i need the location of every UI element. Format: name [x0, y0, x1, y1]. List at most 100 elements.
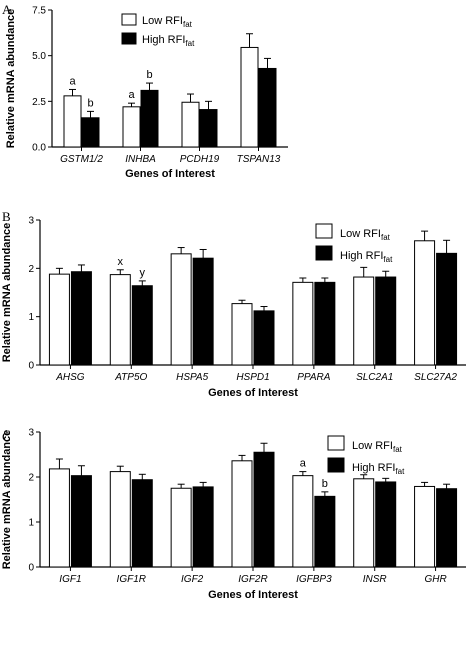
y-tick-label: 1 [28, 518, 34, 529]
legend-label-text: High RFI [142, 34, 185, 46]
y-tick-label: 3 [28, 428, 34, 439]
bar-low-rfi [170, 487, 192, 568]
legend-swatch-low [315, 223, 333, 239]
panel-a: A 0.0 2.5 5.0 7.5 Relative mRNA abundance GSTM… [2, 2, 288, 180]
significance-label: x [118, 256, 124, 268]
panel-b: B 0 1 2 3 Relative mRNA abundance AHSG ATP5O HSP… [1, 209, 466, 399]
bar-low-rfi [292, 475, 314, 568]
bar-high-rfi [375, 276, 397, 366]
legend-label-subscript: fat [395, 467, 405, 476]
bar-high-rfi [436, 488, 458, 568]
x-tick-label: HSPD1 [236, 372, 269, 383]
y-tick-label: 1 [28, 312, 34, 323]
x-axis-label: Genes of Interest [208, 589, 298, 601]
x-tick-label: INSR [363, 574, 387, 585]
y-tick-label: 7.5 [32, 6, 46, 17]
legend-label-subscript: fat [393, 445, 403, 454]
x-tick-label: IGF2R [238, 574, 267, 585]
legend-label-subscript: fat [381, 233, 391, 242]
legend-swatch-high [121, 32, 137, 45]
bar-low-rfi [353, 276, 375, 366]
y-tick-label: 2.5 [32, 97, 46, 108]
y-tick-label: 5.0 [32, 51, 46, 62]
y-tick-label: 2 [28, 264, 34, 275]
bar-low-rfi [109, 471, 131, 568]
legend-swatch-high [315, 245, 333, 261]
legend-label-text: Low RFI [352, 440, 393, 452]
significance-label: b [322, 478, 328, 490]
legend-label: High RFIfat [142, 34, 195, 48]
x-tick-label: AHSG [55, 372, 85, 383]
bar-high-rfi [131, 285, 153, 366]
x-tick-label: IGF1 [59, 574, 81, 585]
y-tick-label: 2 [28, 473, 34, 484]
legend-swatch-low [327, 435, 345, 451]
bar-low-rfi [414, 485, 436, 568]
bar-high-rfi [375, 481, 397, 568]
x-tick-label: IGF2 [181, 574, 204, 585]
bar-low-rfi [231, 303, 253, 366]
legend-label: High RFIfat [352, 462, 405, 476]
bar-low-rfi [63, 95, 82, 148]
bar-low-rfi [292, 281, 314, 366]
legend-swatch-low [121, 13, 137, 26]
panel-letter: B [2, 209, 11, 224]
bar-low-rfi [414, 240, 436, 366]
panel-letter: A [2, 2, 12, 17]
y-tick-label: 0 [28, 563, 34, 574]
legend-label: Low RFIfat [142, 15, 193, 29]
legend-label: Low RFIfat [352, 440, 403, 454]
x-tick-label: TSPAN13 [237, 154, 281, 165]
bar-high-rfi [70, 475, 92, 568]
legend-label: Low RFIfat [340, 228, 391, 242]
x-tick-label: GSTM1/2 [60, 154, 103, 165]
bar-low-rfi [170, 253, 192, 366]
significance-label: a [300, 458, 307, 470]
y-axis-label: Relative mRNA abundance [5, 9, 17, 149]
x-tick-label: SLC2A1 [356, 372, 393, 383]
significance-label: a [128, 89, 135, 101]
significance-label: b [87, 97, 93, 109]
bar-low-rfi [109, 274, 131, 366]
legend-label-subscript: fat [185, 39, 195, 48]
legend-label-text: Low RFI [340, 228, 381, 240]
legend-swatch-high [327, 457, 345, 473]
bar-low-rfi [240, 46, 259, 148]
y-tick-label: 3 [28, 216, 34, 227]
bar-low-rfi [48, 273, 70, 366]
bar-low-rfi [181, 101, 200, 148]
x-tick-label: INHBA [125, 154, 156, 165]
bar-high-rfi [140, 89, 159, 148]
x-tick-label: IGFBP3 [296, 574, 332, 585]
bar-high-rfi [199, 109, 218, 148]
x-tick-label: GHR [424, 574, 446, 585]
legend-label-subscript: fat [183, 20, 193, 29]
significance-label: b [146, 69, 152, 81]
y-tick-label: 0.0 [32, 143, 46, 154]
x-tick-label: ATP5O [114, 372, 147, 383]
x-tick-label: PPARA [297, 372, 330, 383]
legend-label: High RFIfat [340, 250, 393, 264]
significance-label: a [69, 75, 76, 87]
y-axis-label: Relative mRNA abundance [1, 223, 13, 363]
x-tick-label: PCDH19 [180, 154, 220, 165]
x-axis-label: Genes of Interest [208, 387, 298, 399]
bar-low-rfi [353, 478, 375, 568]
x-tick-label: IGF1R [117, 574, 146, 585]
legend-label-subscript: fat [383, 255, 393, 264]
legend-label-text: High RFI [340, 250, 383, 262]
legend-label-text: High RFI [352, 462, 395, 474]
bar-high-rfi [314, 495, 336, 568]
bar-high-rfi [192, 257, 214, 366]
bar-high-rfi [81, 117, 100, 148]
y-tick-label: 0 [28, 361, 34, 372]
bar-high-rfi [70, 271, 92, 366]
bar-high-rfi [192, 486, 214, 568]
bar-high-rfi [314, 281, 336, 366]
bar-low-rfi [48, 468, 70, 568]
bar-high-rfi [253, 310, 275, 366]
